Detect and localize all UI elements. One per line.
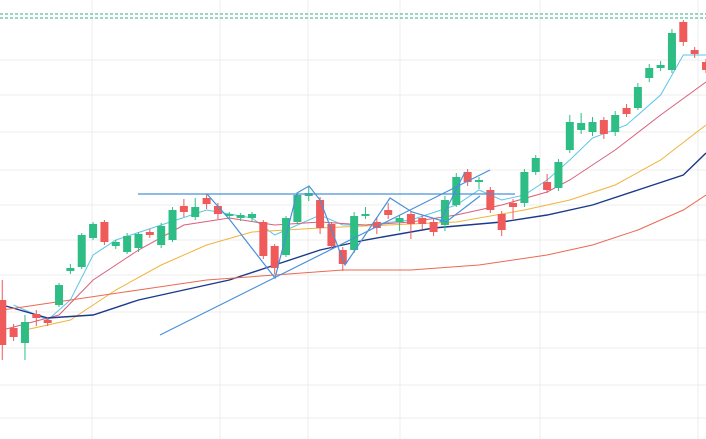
candle-body	[599, 120, 608, 134]
moving-averages	[2, 54, 706, 331]
candle-body	[418, 218, 427, 224]
candle-body	[520, 172, 529, 203]
candle-body	[20, 322, 29, 343]
candle-body	[633, 87, 642, 108]
candle-body	[350, 216, 359, 250]
candle-body	[66, 268, 75, 271]
candle-body	[656, 65, 665, 68]
candle-body	[497, 214, 506, 230]
candle-body	[531, 158, 540, 172]
candle-body	[554, 162, 563, 188]
candle-body	[384, 210, 393, 215]
moving-average	[2, 194, 706, 311]
moving-average	[2, 81, 706, 331]
candle-body	[452, 177, 461, 205]
candle-body	[372, 222, 381, 228]
candle-body	[667, 33, 676, 70]
candle-body	[622, 108, 631, 114]
candle-body	[327, 224, 336, 246]
candle-body	[338, 250, 347, 264]
candle-body	[406, 214, 415, 224]
candle-body	[247, 214, 256, 218]
candle-body	[474, 180, 483, 182]
candle-body	[145, 232, 154, 235]
candle-body	[202, 198, 211, 204]
candle-body	[690, 50, 699, 54]
candle-body	[111, 242, 120, 246]
candle-body	[191, 207, 200, 217]
candle-body	[270, 246, 279, 268]
candle-body	[543, 182, 552, 190]
candle-body	[179, 206, 188, 212]
candle-body	[225, 214, 234, 216]
candle-body	[55, 285, 64, 305]
candle-body	[645, 68, 654, 78]
moving-average	[24, 124, 706, 331]
candle-body	[157, 226, 166, 245]
moving-average	[2, 152, 706, 319]
candle-body	[611, 115, 620, 132]
candle-body	[293, 195, 302, 222]
candle-body	[588, 122, 597, 132]
trend-line	[159, 169, 491, 336]
candle-body	[565, 122, 574, 150]
candle-body	[0, 300, 7, 345]
candle-body	[9, 328, 18, 337]
candle-body	[89, 224, 98, 238]
candle-body	[577, 123, 586, 130]
candle-body	[463, 172, 472, 182]
candle-body	[168, 210, 177, 240]
candle-body	[361, 214, 370, 216]
candle-body	[486, 190, 495, 210]
annotations	[138, 169, 515, 336]
candle-body	[316, 200, 325, 228]
candle-body	[509, 203, 518, 207]
candle-body	[702, 62, 706, 70]
candle-body	[395, 218, 404, 222]
candle-body	[32, 314, 41, 318]
candle-body	[429, 222, 438, 232]
candle-body	[134, 234, 143, 248]
candle-body	[213, 206, 222, 214]
candle-body	[100, 222, 109, 242]
candle-body	[679, 22, 688, 42]
wave-line	[206, 185, 481, 280]
channel-line	[439, 171, 466, 223]
candle-body	[123, 236, 132, 252]
candle-body	[236, 215, 245, 218]
candle-body	[259, 222, 268, 256]
candle-body	[77, 235, 86, 267]
candle-body	[43, 320, 52, 323]
